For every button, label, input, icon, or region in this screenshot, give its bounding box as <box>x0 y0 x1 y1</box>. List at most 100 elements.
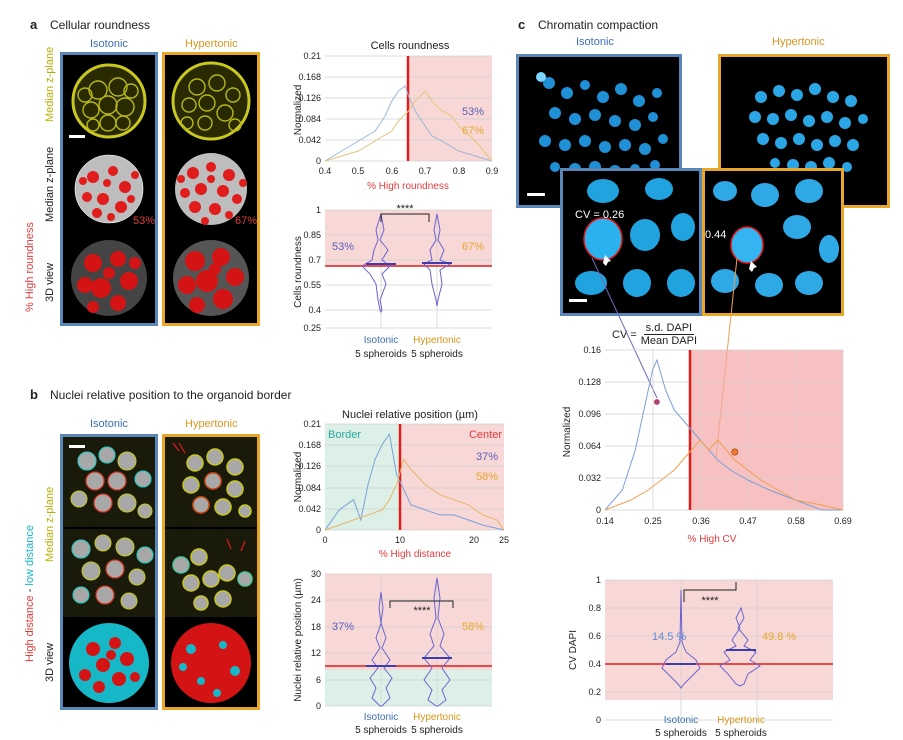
panel-c-title: Chromatin compaction <box>538 18 659 32</box>
panel-b-col-isotonic: Isotonic <box>90 418 128 430</box>
b-violin-lower-region <box>325 670 492 706</box>
c-hist-xtick: 0.69 <box>834 516 852 526</box>
scale-bar-icon <box>69 135 85 138</box>
panel-b-row1-label: Median z-plane <box>44 486 56 562</box>
panel-b-letter: b <box>30 387 38 402</box>
b-hist-ytick: 0.084 <box>298 483 321 493</box>
b-violin-ylabel: Nuclei relative position (µm) <box>293 578 304 702</box>
a-hyper-3d-image <box>165 233 257 323</box>
b-violin-sig: **** <box>413 605 431 617</box>
a-hyper-pct: 67% <box>235 215 258 227</box>
panel-b-row2-label: 3D view <box>44 642 56 682</box>
b-hist-region-center: Center <box>469 429 502 441</box>
c-hist-yticks: 0 0.032 0.064 0.096 0.128 0.16 <box>578 345 601 515</box>
a-violin-sub-iso: 5 spheroids <box>355 349 407 360</box>
c-iso-zoom-frame: CV = 0.26 <box>560 168 702 316</box>
a-violin-grid <box>325 209 492 329</box>
a-violin-sub-hyper: 5 spheroids <box>411 349 463 360</box>
b-iso-zplane-top-image <box>63 437 155 527</box>
c-formula-den: Mean DAPI <box>640 335 698 347</box>
b-hist-xtick: 0 <box>322 535 327 545</box>
a-hist-ytick: 0.084 <box>298 114 321 124</box>
b-hist-chart: Nuclei relative position (µm) Border Cen… <box>293 409 509 560</box>
c-hyper-zoom-frame: 0.44 <box>702 168 844 316</box>
a-hist-ytick: 0.168 <box>298 72 321 82</box>
a-hist-ytick: 0.042 <box>298 135 321 145</box>
b-hist-region-border: Border <box>328 429 361 441</box>
c-iso-cv-label: CV = 0.26 <box>575 209 625 221</box>
a-hist-chart: Cells roundness 0 0.042 0.084 0.126 0.16… <box>293 40 499 192</box>
b-hist-series-hypertonic <box>324 458 505 531</box>
c-violin-annot-iso: 14.5 % <box>652 631 686 643</box>
a-hist-xticks: 0.4 0.5 0.6 0.7 0.8 0.9 <box>319 166 499 176</box>
b-hist-grid <box>325 423 504 531</box>
b-hist-ytick: 0.168 <box>298 440 321 450</box>
b-violin-yticks: 0 6 12 18 24 30 <box>311 569 321 711</box>
b-violin-sig-bracket <box>389 600 454 608</box>
b-hyper-zplane-bottom-image <box>165 529 257 617</box>
c-violin-cat-iso: Isotonic <box>664 715 698 726</box>
panel-a-row1-label: Median z-plane <box>44 46 56 122</box>
a-hist-yticks: 0 0.042 0.084 0.126 0.168 0.21 <box>298 51 321 166</box>
panel-a-row2-label: Median z-plane <box>44 146 56 222</box>
b-hist-xtick: 25 <box>499 535 509 545</box>
panel-b-side-sep: - <box>24 585 36 596</box>
c-hist-grid <box>605 349 844 511</box>
b-violin-sub-iso: 5 spheroids <box>355 725 407 736</box>
c-iso-zoom-image <box>563 171 699 313</box>
a-violin-ytick: 0.85 <box>303 230 321 240</box>
b-hist-ytick: 0.21 <box>303 419 321 429</box>
b-violin-cat-iso: Isotonic <box>364 712 398 723</box>
c-hist-ylabel: Normalized <box>562 407 573 458</box>
c-violin-chart: **** 0 0.2 0.4 0.6 0.8 1 CV DAPI 14.5 % … <box>568 575 833 739</box>
a-violin-cat-hyper: Hypertonic <box>413 335 461 346</box>
a-violin-ytick: 0.4 <box>308 305 321 315</box>
a-violin-chart: **** 0.25 0.4 0.55 0.7 0.85 1 Cells roun… <box>293 203 492 360</box>
a-violin-ytick: 0.25 <box>303 323 321 333</box>
c-violin-iso-shape <box>661 589 701 689</box>
b-violin-upper-region <box>325 574 492 670</box>
c-violin-ytick: 1 <box>596 575 601 585</box>
b-iso-3d-image <box>63 619 155 707</box>
a-hist-series-isotonic <box>324 85 493 162</box>
panel-a-row3-label: 3D view <box>44 262 56 302</box>
b-hist-ytick: 0 <box>316 525 321 535</box>
panel-a-hypertonic-frame: 67% <box>162 52 260 326</box>
a-hist-xtick: 0.6 <box>386 166 399 176</box>
a-violin-ytick: 1 <box>316 205 321 215</box>
c-hist-ytick: 0.096 <box>578 409 601 419</box>
panel-a: a Cellular roundness Isotonic Hypertonic… <box>0 0 510 370</box>
c-formula-lhs: CV = <box>612 328 637 341</box>
c-hist-xtick: 0.58 <box>787 516 805 526</box>
b-hyper-zplane-top-image <box>165 437 257 527</box>
panel-a-isotonic-frame: 53% <box>60 52 158 326</box>
b-hyper-3d-image <box>165 619 257 707</box>
b-hist-xlabel: % High distance <box>379 549 452 560</box>
b-violin-ytick: 24 <box>311 595 321 605</box>
a-hist-series-hypertonic <box>324 90 493 162</box>
panel-a-title: Cellular roundness <box>50 18 151 32</box>
c-hist-marker-hyper <box>731 448 739 456</box>
a-hist-ylabel: Normalized <box>293 85 304 136</box>
c-hyper-cv-label: 0.44 <box>705 229 727 241</box>
b-hist-annot-iso: 37% <box>476 451 498 463</box>
c-violin-ytick: 0.4 <box>588 659 601 669</box>
a-violin-ytick: 0.7 <box>308 255 321 265</box>
a-hist-xtick: 0.9 <box>486 166 499 176</box>
c-hist-xlabel: % High CV <box>688 534 737 545</box>
c-hist-series-isotonic <box>604 358 843 511</box>
panel-c-letter: c <box>518 17 526 32</box>
a-hist-annot-iso: 53% <box>462 106 484 118</box>
c-violin-sig: **** <box>701 595 719 607</box>
a-violin-sig: **** <box>396 203 414 215</box>
b-hist-yticks: 0 0.042 0.084 0.126 0.168 0.21 <box>298 419 321 535</box>
a-violin-yticks: 0.25 0.4 0.55 0.7 0.85 1 <box>303 205 321 333</box>
b-hist-ytick: 0.042 <box>298 504 321 514</box>
a-iso-pct: 53% <box>133 215 156 227</box>
c-violin-sub-hyper: 5 spheroids <box>715 728 767 739</box>
panel-b-col-hypertonic: Hypertonic <box>185 418 238 430</box>
c-violin-cat-hyper: Hypertonic <box>717 715 765 726</box>
c-violin-ylabel: CV DAPI <box>568 630 579 670</box>
c-formula: CV = s.d. DAPI Mean DAPI <box>612 322 697 347</box>
c-hist-xticks: 0.14 0.25 0.36 0.47 0.58 0.69 <box>596 516 852 526</box>
